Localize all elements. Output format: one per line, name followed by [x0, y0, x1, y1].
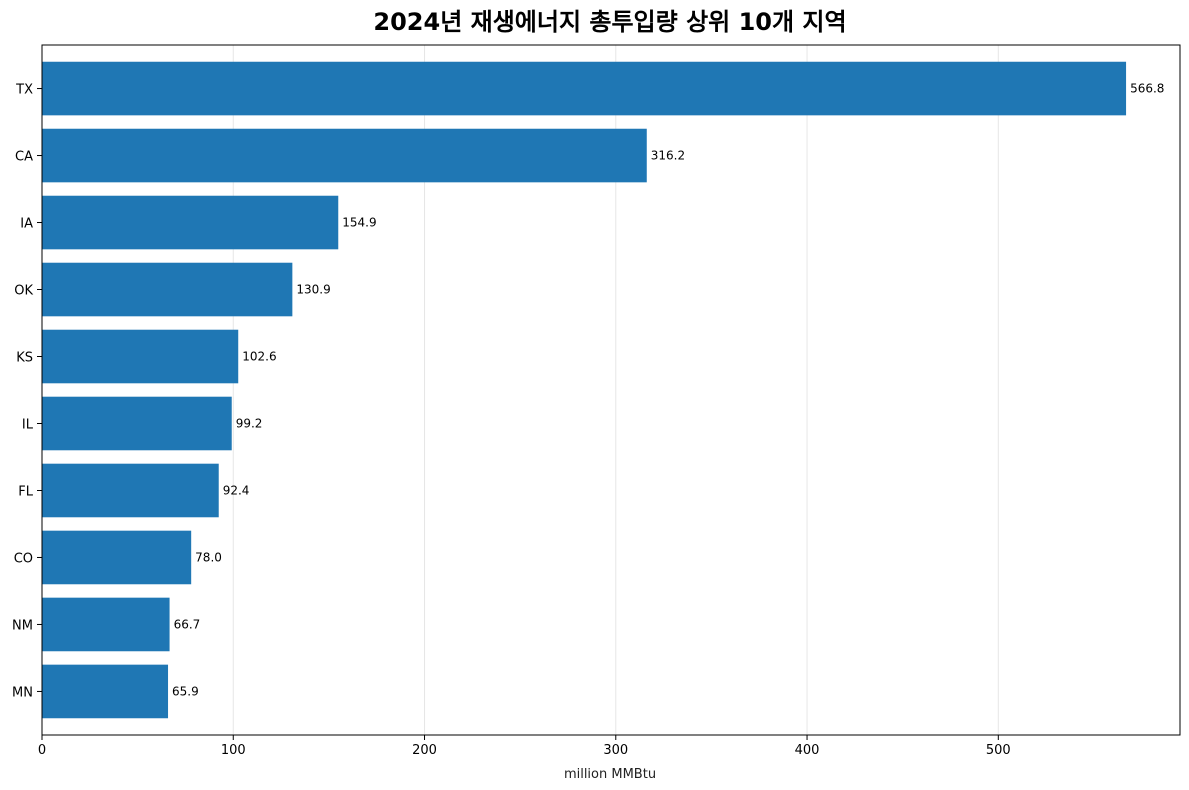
bar-tx [42, 61, 1127, 116]
data-label-ok: 130.9 [296, 283, 330, 297]
data-label-ks: 102.6 [242, 350, 276, 364]
data-label-il: 99.2 [236, 416, 263, 430]
y-tick-label-ks: KS [16, 351, 33, 366]
data-labels: 566.8 316.2 154.9 130.9 102.6 99.2 92.4 78.0 66.… [172, 82, 1164, 699]
bar-nm [42, 597, 170, 652]
bar-ks [42, 329, 239, 384]
x-axis-label: million MMBtu [564, 767, 656, 782]
y-tick-label-fl: FL [18, 484, 33, 499]
bars [42, 61, 1127, 719]
data-label-fl: 92.4 [223, 483, 250, 497]
y-axis-ticks: TX CA IA OK KS IL FL CO NM MN [12, 83, 42, 700]
x-tick-label: 0 [38, 743, 46, 758]
x-tick-label: 500 [986, 743, 1011, 758]
y-tick-label-ca: CA [15, 150, 33, 165]
x-tick-label: 100 [221, 743, 246, 758]
bar-ok [42, 262, 293, 317]
plot-frame [41, 44, 1181, 736]
y-tick-label-nm: NM [12, 618, 33, 633]
y-tick-label-tx: TX [15, 83, 33, 98]
x-tick-label: 300 [603, 743, 628, 758]
bar-mn [42, 664, 169, 719]
bar-fl [42, 463, 219, 518]
data-label-ia: 154.9 [342, 216, 376, 230]
data-label-nm: 66.7 [174, 617, 201, 631]
bar-co [42, 530, 192, 585]
data-label-tx: 566.8 [1130, 82, 1164, 96]
data-label-co: 78.0 [195, 550, 222, 564]
y-tick-label-co: CO [14, 551, 33, 566]
y-tick-label-il: IL [22, 417, 34, 432]
data-label-ca: 316.2 [651, 149, 685, 163]
bar-il [42, 396, 232, 451]
y-tick-label-ia: IA [20, 217, 33, 232]
data-label-mn: 65.9 [172, 684, 199, 698]
x-axis-ticks: 0 100 200 300 400 500 [38, 735, 1011, 758]
bar-ia [42, 195, 339, 250]
x-tick-label: 400 [795, 743, 820, 758]
y-tick-label-mn: MN [12, 685, 33, 700]
x-tick-label: 200 [412, 743, 437, 758]
y-tick-label-ok: OK [14, 284, 33, 299]
chart-title: 2024년 재생에너지 총투입량 상위 10개 지역 [373, 8, 846, 36]
bar-ca [42, 128, 647, 183]
